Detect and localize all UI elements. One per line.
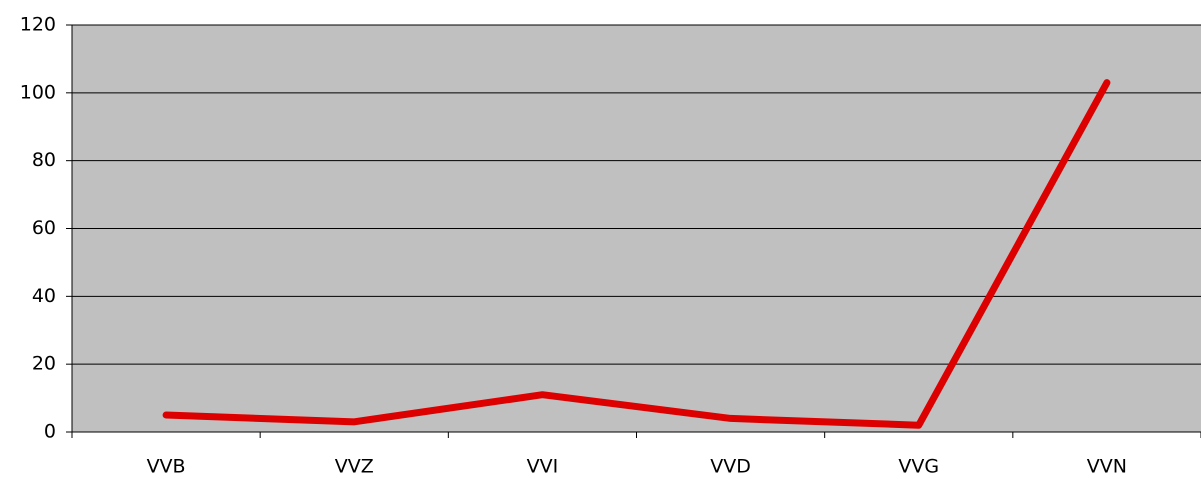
y-tick-label: 40 — [32, 285, 56, 307]
y-tick-label: 100 — [20, 81, 56, 103]
x-tick-label: VVG — [898, 456, 939, 478]
y-tick-label: 0 — [44, 421, 56, 443]
y-tick-label: 60 — [32, 217, 56, 239]
x-tick-label: VVI — [527, 456, 559, 478]
data-line — [162, 79, 1111, 429]
y-tick-label: 120 — [20, 14, 56, 36]
x-tick-label: VVB — [147, 456, 186, 478]
y-tick-label: 80 — [32, 149, 56, 171]
x-tick-label: VVZ — [335, 456, 374, 478]
x-tick-label: VVN — [1087, 456, 1127, 478]
y-tick-label: 20 — [32, 353, 56, 375]
x-tick-label: VVD — [710, 456, 751, 478]
